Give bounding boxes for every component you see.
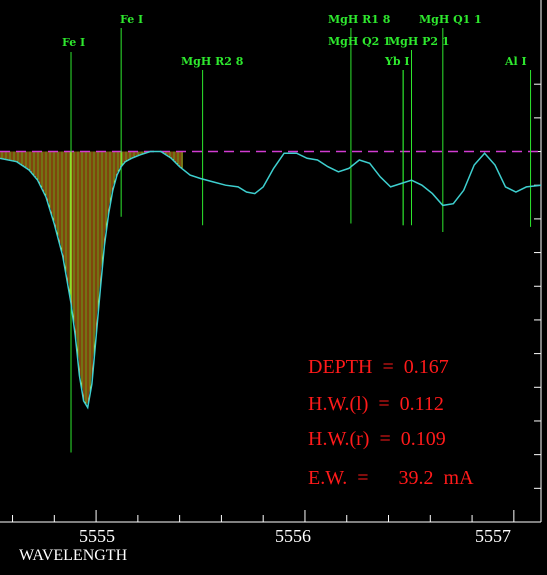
hw-right-readout: H.W.(r) = 0.109 bbox=[308, 428, 446, 450]
depth-readout: DEPTH = 0.167 bbox=[308, 356, 449, 378]
x-tick-label-5556: 5556 bbox=[275, 526, 311, 546]
line-label-mgh-r2: MgH R2 8 bbox=[181, 55, 244, 68]
ew-readout: E.W. = 39.2 mA bbox=[308, 467, 474, 489]
line-label-fe1-b: Fe I bbox=[120, 13, 143, 26]
y-tick-marks bbox=[534, 83, 541, 489]
line-label-mgh-r1: MgH R1 8 bbox=[328, 13, 391, 26]
line-label-yb: Yb I bbox=[384, 55, 410, 68]
line-label-fe1-a: Fe I bbox=[62, 36, 85, 49]
x-tick-label-5557: 5557 bbox=[475, 526, 511, 546]
x-tick-label-5555: 5555 bbox=[79, 526, 115, 546]
spectrum-curve bbox=[0, 150, 542, 410]
x-axis-title: WAVELENGTH bbox=[19, 547, 128, 564]
x-tick-marks bbox=[12, 510, 515, 522]
line-label-al: Al I bbox=[504, 55, 527, 68]
ew-fill bbox=[0, 151, 183, 406]
line-label-mgh-q1: MgH Q1 1 bbox=[419, 13, 482, 26]
line-markers bbox=[70, 28, 532, 453]
hw-left-readout: H.W.(l) = 0.112 bbox=[308, 393, 444, 415]
line-label-mgh-p2: MgH P2 1 bbox=[388, 35, 450, 48]
line-label-mgh-q2: MgH Q2 1 bbox=[328, 35, 391, 48]
